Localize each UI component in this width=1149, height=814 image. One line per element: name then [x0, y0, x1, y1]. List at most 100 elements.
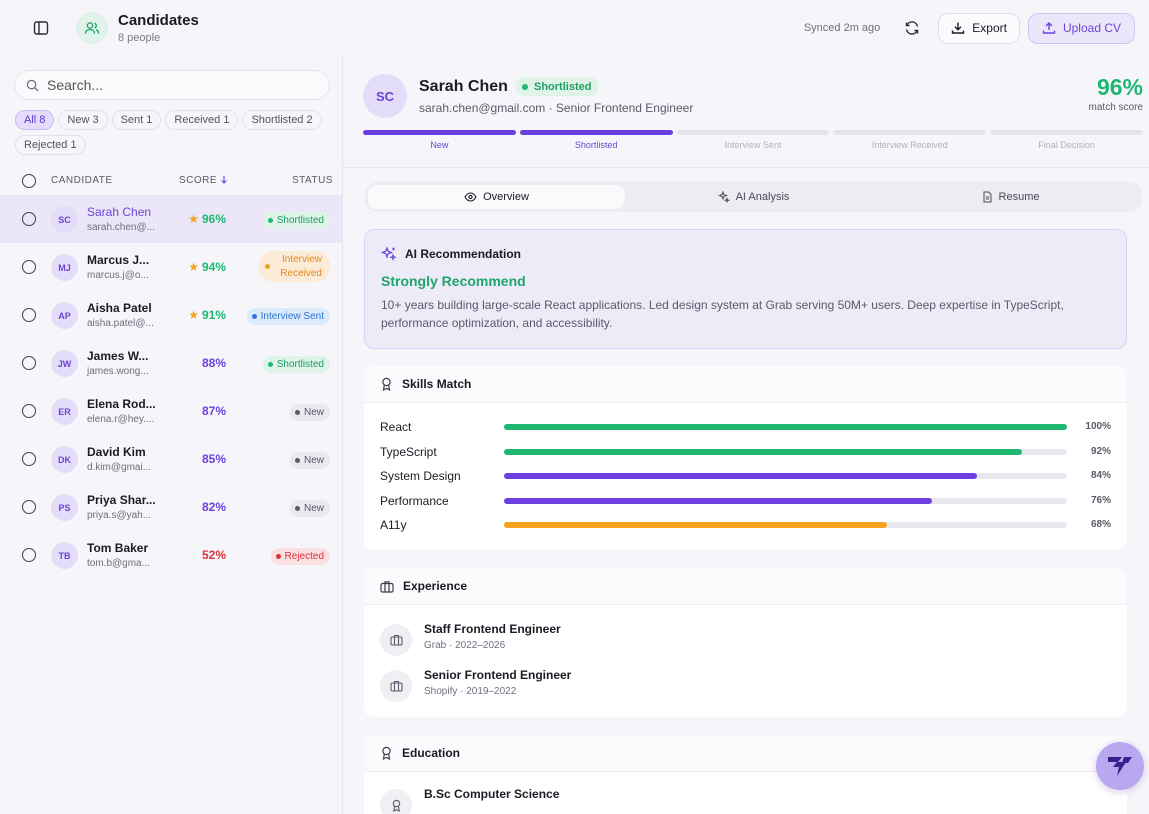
filter-chip[interactable]: Shortlisted 2	[242, 110, 322, 130]
row-checkbox[interactable]	[22, 308, 36, 322]
candidate-row[interactable]: MJ Marcus J... marcus.j@o... ★ 94% Interview …	[0, 243, 342, 291]
skill-row: React 100%	[380, 419, 1111, 435]
experience-title: Experience	[403, 579, 468, 593]
filter-chip[interactable]: Received 1	[165, 110, 239, 130]
award-icon	[380, 789, 412, 814]
avatar: AP	[51, 302, 78, 329]
stage-label: Shortlisted	[574, 140, 618, 150]
export-button[interactable]: Export	[938, 12, 1020, 44]
row-checkbox[interactable]	[22, 212, 36, 226]
candidate-row[interactable]: SC Sarah Chen sarah.chen@... ★ 96% Shortliste…	[0, 195, 342, 243]
eye-icon	[464, 192, 477, 202]
filter-chip[interactable]: All 8	[15, 110, 55, 130]
briefcase-icon	[380, 580, 394, 593]
search-icon	[26, 79, 39, 91]
skill-value: 100%	[1085, 421, 1111, 432]
status-badge: New	[289, 500, 330, 517]
experience-role: Staff Frontend Engineer	[424, 622, 561, 636]
experience-meta: Grab · 2022–2026	[424, 640, 506, 651]
skill-bar-track	[504, 522, 1067, 528]
status-badge: Shortlisted	[515, 77, 600, 96]
tab-ai-analysis[interactable]: AI Analysis	[625, 185, 882, 209]
skill-name: React	[380, 420, 412, 434]
refresh-icon[interactable]	[900, 16, 924, 40]
candidate-email: sarah.chen@...	[87, 222, 155, 233]
column-score[interactable]: SCORE	[179, 175, 228, 186]
filter-chip[interactable]: New 3	[58, 110, 108, 130]
top-bar: Candidates 8 people Synced 2m ago Export…	[0, 0, 1149, 56]
upload-cv-button[interactable]: Upload CV	[1027, 12, 1135, 44]
candidate-name: Sarah Chen	[87, 205, 152, 219]
document-icon	[982, 191, 993, 203]
stage-label: New	[430, 140, 449, 150]
star-icon: ★	[188, 212, 199, 226]
row-checkbox[interactable]	[22, 404, 36, 418]
stage-bar	[990, 130, 1143, 135]
status-dot	[251, 314, 257, 319]
status-badge: Rejected	[270, 548, 330, 565]
candidate-rows: SC Sarah Chen sarah.chen@... ★ 96% Shortliste…	[0, 195, 342, 579]
search-box[interactable]	[14, 70, 330, 100]
stage-step: New	[363, 130, 516, 150]
stage-step: Interview Sent	[676, 130, 830, 150]
row-checkbox[interactable]	[22, 356, 36, 370]
skill-bar-track	[504, 473, 1067, 479]
row-checkbox[interactable]	[22, 548, 36, 562]
avatar: TB	[51, 542, 78, 569]
avatar: JW	[51, 350, 78, 377]
stage-label: Interview Sent	[724, 140, 782, 150]
ai-description: 10+ years building large-scale React app…	[381, 298, 1064, 330]
detail-tabs: Overview AI Analysis Resume	[365, 182, 1142, 212]
candidate-row[interactable]: ER Elena Rod... elena.r@hey.... 87% New	[0, 387, 342, 435]
candidate-email: d.kim@gmai...	[87, 462, 152, 473]
candidate-row[interactable]: DK David Kim d.kim@gmai... 85% New	[0, 435, 342, 483]
column-candidate[interactable]: CANDIDATE	[51, 175, 113, 186]
tab-resume[interactable]: Resume	[882, 185, 1139, 209]
candidate-row[interactable]: JW James W... james.wong... 88% Shortlisted	[0, 339, 342, 387]
status-label: New	[303, 406, 324, 418]
sparkles-icon	[717, 191, 730, 203]
filter-chip[interactable]: Rejected 1	[15, 135, 86, 155]
match-score: 96% match score	[1089, 74, 1143, 113]
stage-label: Interview Received	[871, 140, 948, 150]
arrow-down-icon	[221, 176, 228, 184]
tab-label: AI Analysis	[735, 191, 790, 203]
avatar: ER	[51, 398, 78, 425]
assistant-fab[interactable]	[1096, 742, 1144, 790]
candidate-row[interactable]: PS Priya Shar... priya.s@yah... 82% New	[0, 483, 342, 531]
users-icon	[76, 12, 108, 44]
sidebar-toggle-icon[interactable]	[30, 17, 52, 39]
row-checkbox[interactable]	[22, 452, 36, 466]
candidate-row[interactable]: TB Tom Baker tom.b@gma... 52% Rejected	[0, 531, 342, 579]
status-label: Interview Received	[280, 253, 322, 279]
ai-recommendation-card: AI Recommendation Strongly Recommend 10+…	[364, 229, 1127, 349]
avatar: DK	[51, 446, 78, 473]
candidate-score: 85%	[202, 452, 226, 466]
row-checkbox[interactable]	[22, 260, 36, 274]
filter-chips: All 8 New 3 Sent 1 Received 1 Shortlisted 2 R…	[15, 110, 335, 155]
tab-overview[interactable]: Overview	[368, 185, 625, 209]
status-dot	[294, 458, 300, 463]
row-checkbox[interactable]	[22, 500, 36, 514]
column-status[interactable]: STATUS	[292, 175, 333, 186]
status-badge: Shortlisted	[262, 212, 330, 229]
candidate-score: 87%	[202, 404, 226, 418]
candidate-score: ★ 96%	[188, 212, 226, 226]
candidate-name: James W...	[87, 349, 149, 363]
skills-match-card: Skills Match React 100% TypeScript 92% Syste…	[364, 366, 1127, 550]
skill-bar-fill	[504, 448, 1022, 455]
skill-bar-fill	[504, 522, 887, 528]
award-icon	[382, 377, 391, 391]
assistant-logo-icon	[1108, 757, 1132, 776]
status-dot	[267, 218, 273, 223]
filter-chip[interactable]: Sent 1	[111, 110, 162, 130]
score-value: 82%	[201, 500, 226, 514]
search-input[interactable]	[47, 77, 317, 93]
experience-card: Experience Staff Frontend Engineer Grab ·…	[364, 568, 1127, 717]
status-label: Shortlisted	[276, 214, 324, 226]
select-all-checkbox[interactable]	[22, 174, 36, 188]
status-badge-label: Shortlisted	[534, 80, 592, 93]
score-value: 91%	[201, 308, 226, 322]
page-title: Candidates	[118, 12, 199, 29]
candidate-row[interactable]: AP Aisha Patel aisha.patel@... ★ 91% Intervie…	[0, 291, 342, 339]
